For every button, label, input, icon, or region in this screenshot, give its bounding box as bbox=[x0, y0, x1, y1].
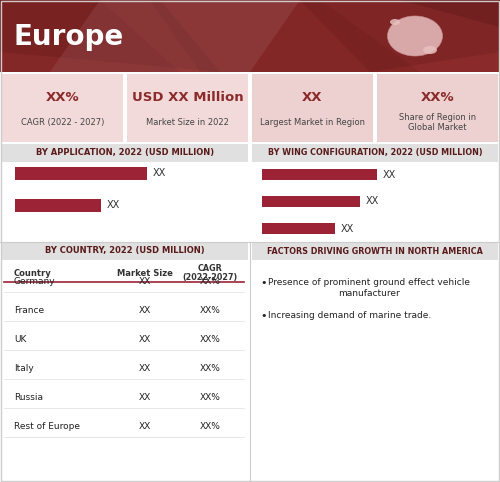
Bar bbox=[127, 74, 248, 142]
Text: Rest of Europe: Rest of Europe bbox=[14, 422, 80, 431]
Text: Increasing demand of marine trade.: Increasing demand of marine trade. bbox=[268, 311, 431, 320]
Text: Market Size: Market Size bbox=[117, 268, 173, 278]
Text: Presence of prominent ground effect vehicle
manufacturer: Presence of prominent ground effect vehi… bbox=[268, 278, 470, 298]
Text: XX%: XX% bbox=[200, 422, 220, 431]
Text: France: France bbox=[14, 306, 44, 315]
Text: Share of Region in
Global Market: Share of Region in Global Market bbox=[399, 113, 476, 132]
Text: •: • bbox=[260, 311, 266, 321]
Text: UK: UK bbox=[14, 335, 26, 344]
Text: Market Size in 2022: Market Size in 2022 bbox=[146, 118, 229, 127]
Text: Europe: Europe bbox=[14, 24, 124, 52]
Text: CAGR
(2022-2027): CAGR (2022-2027) bbox=[182, 264, 238, 282]
Bar bbox=[15, 199, 101, 212]
Text: XX: XX bbox=[302, 92, 323, 105]
Text: XX%: XX% bbox=[200, 393, 220, 402]
Polygon shape bbox=[0, 0, 180, 72]
Bar bbox=[262, 196, 360, 207]
Bar bbox=[262, 169, 377, 180]
Polygon shape bbox=[300, 0, 500, 72]
Text: USD XX Million: USD XX Million bbox=[132, 92, 244, 105]
Text: XX: XX bbox=[139, 393, 151, 402]
Text: XX%: XX% bbox=[200, 277, 220, 286]
Ellipse shape bbox=[390, 19, 400, 25]
Bar bbox=[252, 144, 498, 162]
Text: XX: XX bbox=[366, 197, 380, 206]
Polygon shape bbox=[50, 0, 300, 72]
Text: BY WING CONFIGURATION, 2022 (USD MILLION): BY WING CONFIGURATION, 2022 (USD MILLION… bbox=[268, 148, 482, 158]
Bar bbox=[0, 0, 500, 72]
Bar bbox=[252, 242, 498, 260]
Bar bbox=[2, 144, 248, 162]
Bar bbox=[2, 74, 123, 142]
Bar bbox=[252, 74, 373, 142]
Text: Largest Market in Region: Largest Market in Region bbox=[260, 118, 365, 127]
Text: XX: XX bbox=[139, 335, 151, 344]
Text: Country: Country bbox=[14, 268, 52, 278]
Text: XX: XX bbox=[139, 277, 151, 286]
Polygon shape bbox=[0, 0, 220, 72]
Text: •: • bbox=[260, 278, 266, 288]
Text: BY COUNTRY, 2022 (USD MILLION): BY COUNTRY, 2022 (USD MILLION) bbox=[45, 246, 205, 255]
Text: XX%: XX% bbox=[200, 335, 220, 344]
Text: XX: XX bbox=[153, 169, 166, 178]
Bar bbox=[377, 74, 498, 142]
Polygon shape bbox=[400, 0, 500, 27]
Bar bbox=[2, 242, 248, 260]
Text: XX%: XX% bbox=[200, 306, 220, 315]
Text: Russia: Russia bbox=[14, 393, 43, 402]
Text: FACTORS DRIVING GROWTH IN NORTH AMERICA: FACTORS DRIVING GROWTH IN NORTH AMERICA bbox=[267, 246, 483, 255]
Text: BY APPLICATION, 2022 (USD MILLION): BY APPLICATION, 2022 (USD MILLION) bbox=[36, 148, 214, 158]
Text: XX: XX bbox=[107, 201, 120, 211]
Ellipse shape bbox=[423, 46, 437, 54]
Text: XX: XX bbox=[139, 364, 151, 373]
Bar bbox=[15, 167, 147, 180]
Polygon shape bbox=[150, 0, 420, 72]
Text: XX%: XX% bbox=[420, 92, 454, 105]
Bar bbox=[262, 223, 335, 234]
Text: XX: XX bbox=[341, 224, 354, 233]
Text: Germany: Germany bbox=[14, 277, 56, 286]
Text: Italy: Italy bbox=[14, 364, 34, 373]
Text: XX: XX bbox=[139, 306, 151, 315]
Text: XX%: XX% bbox=[200, 364, 220, 373]
Text: XX: XX bbox=[383, 170, 396, 179]
Text: XX: XX bbox=[139, 422, 151, 431]
Ellipse shape bbox=[388, 16, 442, 56]
Text: XX%: XX% bbox=[46, 92, 80, 105]
Text: CAGR (2022 - 2027): CAGR (2022 - 2027) bbox=[21, 118, 104, 127]
